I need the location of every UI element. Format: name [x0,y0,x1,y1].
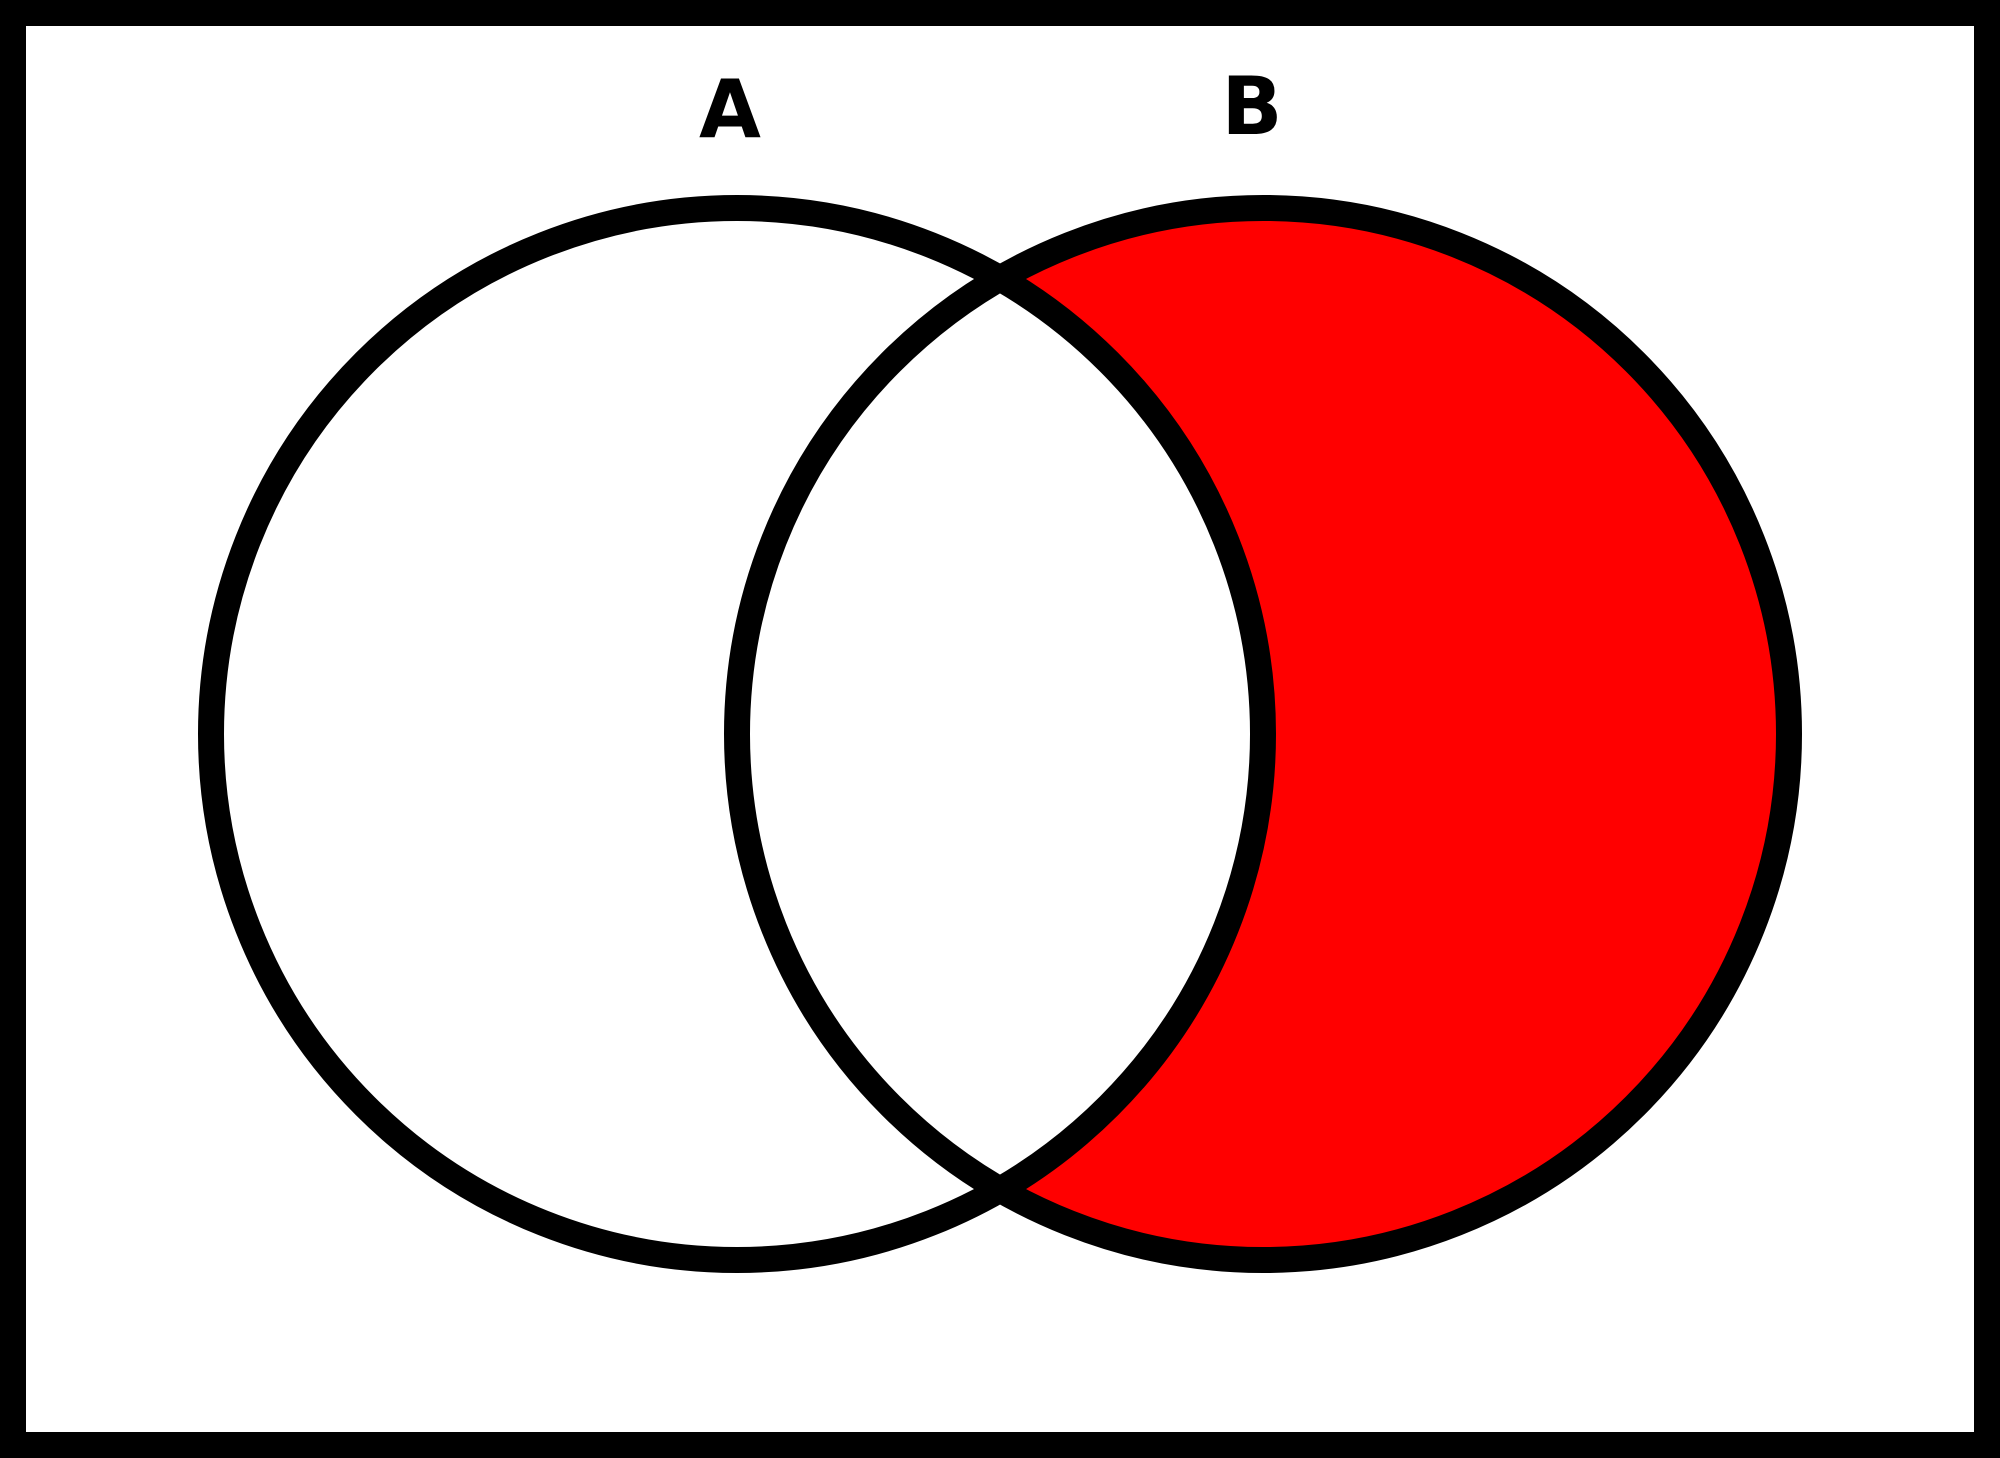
set-a-label: A [699,63,761,156]
set-b-label: B [1222,60,1283,153]
circle-b [724,195,1802,1273]
circle-a [198,195,1276,1273]
